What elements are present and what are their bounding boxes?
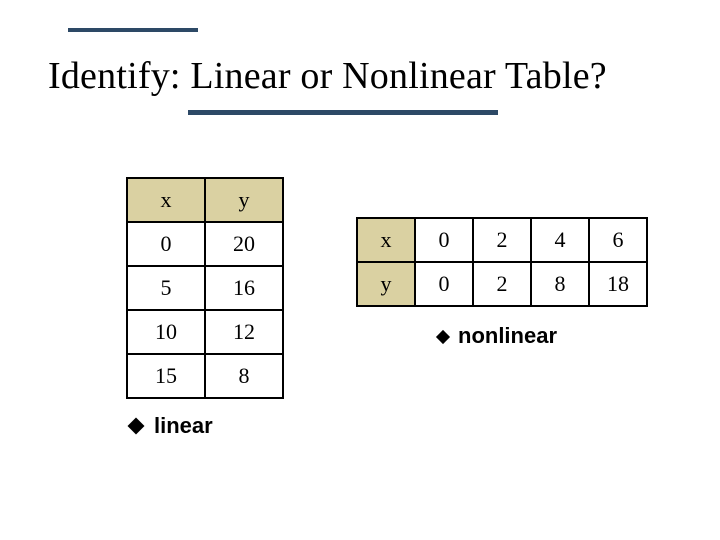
bullet-icon	[128, 418, 145, 435]
table-cell: 4	[531, 218, 589, 262]
table-row: 5 16	[127, 266, 283, 310]
slide-content: Identify: Linear or Nonlinear Table? x y…	[0, 0, 720, 507]
slide-title: Identify: Linear or Nonlinear Table?	[48, 54, 684, 98]
table-left: x y 0 20 5 16 10 12 15 8	[126, 177, 284, 399]
bullet-icon	[436, 330, 450, 344]
table-right: x 0 2 4 6 y 0 2 8 18	[356, 217, 648, 307]
answer-right-text: nonlinear	[458, 323, 557, 348]
table-cell: 20	[205, 222, 283, 266]
table-cell: 15	[127, 354, 205, 398]
answer-left: linear	[130, 413, 213, 439]
table-right-x-row: x 0 2 4 6	[357, 218, 647, 262]
table-cell: 0	[415, 262, 473, 306]
table-right-header-y: y	[357, 262, 415, 306]
title-rule-top	[68, 28, 198, 32]
table-cell: 18	[589, 262, 647, 306]
table-cell: 2	[473, 218, 531, 262]
table-left-header-y: y	[205, 178, 283, 222]
table-cell: 0	[415, 218, 473, 262]
table-left-header-row: x y	[127, 178, 283, 222]
table-cell: 16	[205, 266, 283, 310]
title-rule-bottom	[188, 110, 498, 115]
table-row: 0 20	[127, 222, 283, 266]
table-right-header-x: x	[357, 218, 415, 262]
table-cell: 12	[205, 310, 283, 354]
table-row: 15 8	[127, 354, 283, 398]
answer-left-text: linear	[154, 413, 213, 438]
body-area: x y 0 20 5 16 10 12 15 8 x 0	[48, 177, 684, 507]
table-cell: 10	[127, 310, 205, 354]
table-right-y-row: y 0 2 8 18	[357, 262, 647, 306]
table-cell: 5	[127, 266, 205, 310]
table-cell: 2	[473, 262, 531, 306]
table-cell: 8	[205, 354, 283, 398]
table-row: 10 12	[127, 310, 283, 354]
table-left-header-x: x	[127, 178, 205, 222]
table-cell: 6	[589, 218, 647, 262]
table-cell: 8	[531, 262, 589, 306]
answer-right: nonlinear	[438, 323, 557, 349]
table-cell: 0	[127, 222, 205, 266]
